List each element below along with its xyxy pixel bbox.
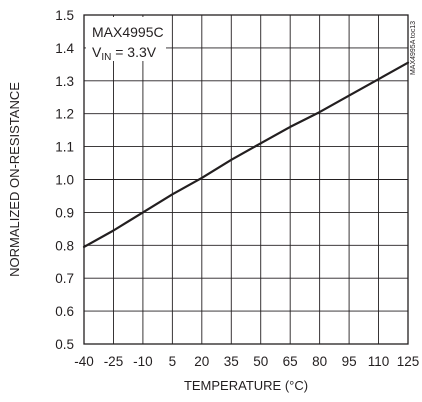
y-tick-label: 0.7 [55, 271, 74, 286]
x-tick-label: 35 [224, 354, 239, 369]
y-tick-label: 1.3 [55, 74, 74, 89]
x-tick-labels: -40 -25 -10 5 20 35 50 65 80 95 110 125 [74, 354, 419, 369]
x-tick-label: 50 [253, 354, 268, 369]
grid [83, 14, 409, 345]
annotation-part-number: MAX4995C [92, 24, 164, 40]
x-axis-title: TEMPERATURE (°C) [184, 378, 308, 393]
y-tick-label: 0.6 [55, 304, 74, 319]
y-tick-label: 1.4 [55, 41, 74, 56]
figure-id-label: MAX4995A toc13 [410, 21, 417, 75]
y-tick-label: 0.9 [55, 205, 74, 220]
x-tick-label: 65 [283, 354, 298, 369]
y-tick-label: 1.1 [55, 140, 74, 155]
x-tick-label: -25 [104, 354, 124, 369]
annotation-condition-subscript: IN [101, 52, 111, 63]
x-tick-label: 80 [312, 354, 327, 369]
x-tick-label: 20 [194, 354, 209, 369]
y-axis-title: NORMALIZED ON-RESISTANCE [7, 82, 22, 277]
series-line [82, 61, 410, 248]
annotation-condition-value: = 3.3V [111, 44, 156, 60]
x-tick-label: -10 [133, 354, 153, 369]
plot-frame [83, 14, 409, 345]
x-tick-label: -40 [74, 354, 94, 369]
annotation-background [86, 17, 166, 61]
y-tick-label: 1.5 [55, 8, 74, 23]
y-tick-label: 1.2 [55, 107, 74, 122]
y-tick-label: 0.5 [55, 337, 74, 352]
x-tick-label: 125 [397, 354, 420, 369]
x-tick-label: 110 [368, 354, 390, 369]
y-tick-labels: 0.5 0.6 0.7 0.8 0.9 1.0 1.1 1.2 1.3 1.4 1.5 [55, 8, 74, 352]
annotation-condition-prefix: V [92, 44, 102, 60]
series-layer [82, 61, 410, 248]
x-tick-label: 95 [342, 354, 357, 369]
y-tick-label: 0.8 [55, 238, 74, 253]
annotation-condition: VIN = 3.3V [92, 44, 157, 63]
y-tick-label: 1.0 [55, 173, 74, 188]
x-tick-label: 5 [169, 354, 177, 369]
